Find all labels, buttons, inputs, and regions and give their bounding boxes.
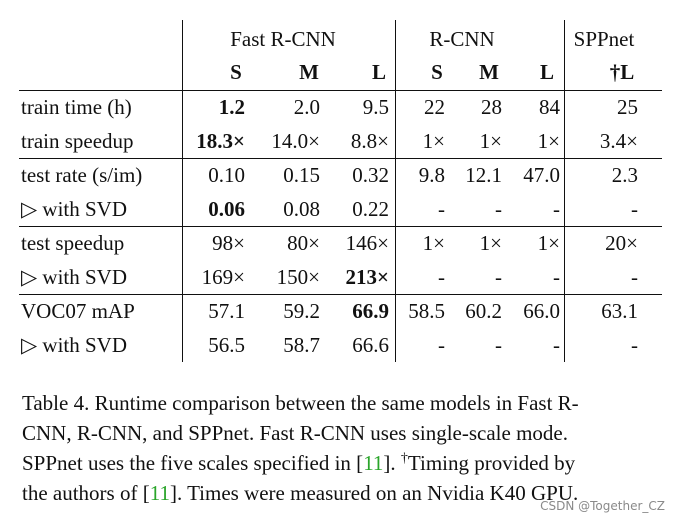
row-label: ▷ with SVD [21,333,127,357]
table-cell: - [553,333,560,357]
table-cell: 0.06 [208,197,245,221]
row-label: test rate (s/im) [21,163,143,187]
sub-header: S [431,60,443,84]
table-cell: 150× [276,265,320,289]
sub-header: M [299,60,319,84]
table-cell: 22 [424,95,445,119]
table-cell: 57.1 [208,299,245,323]
table-cell: 0.32 [352,163,389,187]
caption-text: ]. Times were measured on an Nvidia K40 … [169,481,579,505]
group-header-sppnet: SPPnet [573,27,635,51]
table-cell: 213× [345,265,389,289]
table-cell: 1× [422,231,445,255]
table-cell: 1× [422,129,445,153]
runtime-table: Fast R-CNN R-CNN SPPnet S M L S M L †L t… [19,18,662,366]
caption-text: SPPnet uses the five scales specified in… [22,451,364,475]
table-cell: 146× [345,231,389,255]
table-cell: - [438,197,445,221]
table-cell: 58.7 [283,333,320,357]
citation-link[interactable]: 11 [363,451,384,475]
table-cell: 66.9 [352,299,389,323]
watermark: CSDN @Together_CZ [540,499,665,513]
group-header-rcnn: R-CNN [429,27,495,51]
sub-header: †L [609,60,635,84]
col-divider-2 [395,20,396,362]
row-label: train time (h) [21,95,132,119]
dagger-mark: † [400,451,408,466]
group-header-fast-rcnn: Fast R-CNN [230,27,336,51]
caption-line-1: Table 4. Runtime comparison between the … [22,391,579,415]
sub-header: M [479,60,499,84]
table-cell: 1.2 [218,95,245,119]
table-cell: 1× [479,231,502,255]
table-cell: 47.0 [523,163,560,187]
table-cell: 98× [212,231,245,255]
caption-line-2: CNN, R-CNN, and SPPnet. Fast R-CNN uses … [22,421,568,445]
caption-line-3: SPPnet uses the five scales specified in… [22,448,652,478]
table-cell: 20× [605,231,638,255]
table-cell: - [495,333,502,357]
sub-header: L [539,60,554,84]
table-cell: - [631,333,638,357]
table-cell: 12.1 [465,163,502,187]
table-cell: - [495,265,502,289]
table-cell: 84 [539,95,560,119]
caption-text: ]. [383,451,401,475]
table-cell: 0.22 [352,197,389,221]
table-cell: 60.2 [465,299,502,323]
row-label: train speedup [21,129,134,153]
row-label: VOC07 mAP [21,299,135,323]
table-cell: 14.0× [271,129,320,153]
sub-header: S [230,60,242,84]
table-cell: 169× [201,265,245,289]
table-cell: 1× [479,129,502,153]
table-cell: 66.6 [352,333,389,357]
table-cell: 18.3× [196,129,245,153]
table-cell: 2.3 [611,163,638,187]
rule-group-1 [19,158,662,159]
row-label: test speedup [21,231,125,255]
table-cell: 59.2 [283,299,320,323]
table-cell: 1× [537,129,560,153]
caption-line-4: the authors of [11]. Times were measured… [22,478,652,508]
table-cell: 63.1 [601,299,638,323]
table-cell: 3.4× [599,129,638,153]
rule-group-2 [19,226,662,227]
table-cell: 56.5 [208,333,245,357]
table-cell: - [438,333,445,357]
table-cell: 9.5 [362,95,389,119]
table-cell: - [438,265,445,289]
row-label: ▷ with SVD [21,265,127,289]
rule-group-3 [19,294,662,295]
table-cell: 9.8 [418,163,445,187]
citation-link[interactable]: 11 [149,481,170,505]
table-cell: 28 [481,95,502,119]
caption-text: Timing provided by [407,451,576,475]
col-divider-1 [182,20,183,362]
table-cell: - [631,197,638,221]
table-cell: - [631,265,638,289]
table-cell: 58.5 [408,299,445,323]
table-cell: - [553,265,560,289]
row-label: ▷ with SVD [21,197,127,221]
table-cell: 25 [617,95,638,119]
table-caption: Table 4. Runtime comparison between the … [22,388,652,508]
table-cell: 8.8× [350,129,389,153]
table-cell: - [553,197,560,221]
table-cell: 2.0 [293,95,320,119]
table-cell: 0.15 [283,163,320,187]
caption-text: the authors of [ [22,481,150,505]
table-cell: 66.0 [523,299,560,323]
table-cell: 80× [287,231,320,255]
col-divider-3 [564,20,565,362]
table-cell: - [495,197,502,221]
rule-header [19,90,662,91]
sub-header: L [371,60,386,84]
table-cell: 1× [537,231,560,255]
table-cell: 0.08 [283,197,320,221]
table-cell: 0.10 [208,163,245,187]
